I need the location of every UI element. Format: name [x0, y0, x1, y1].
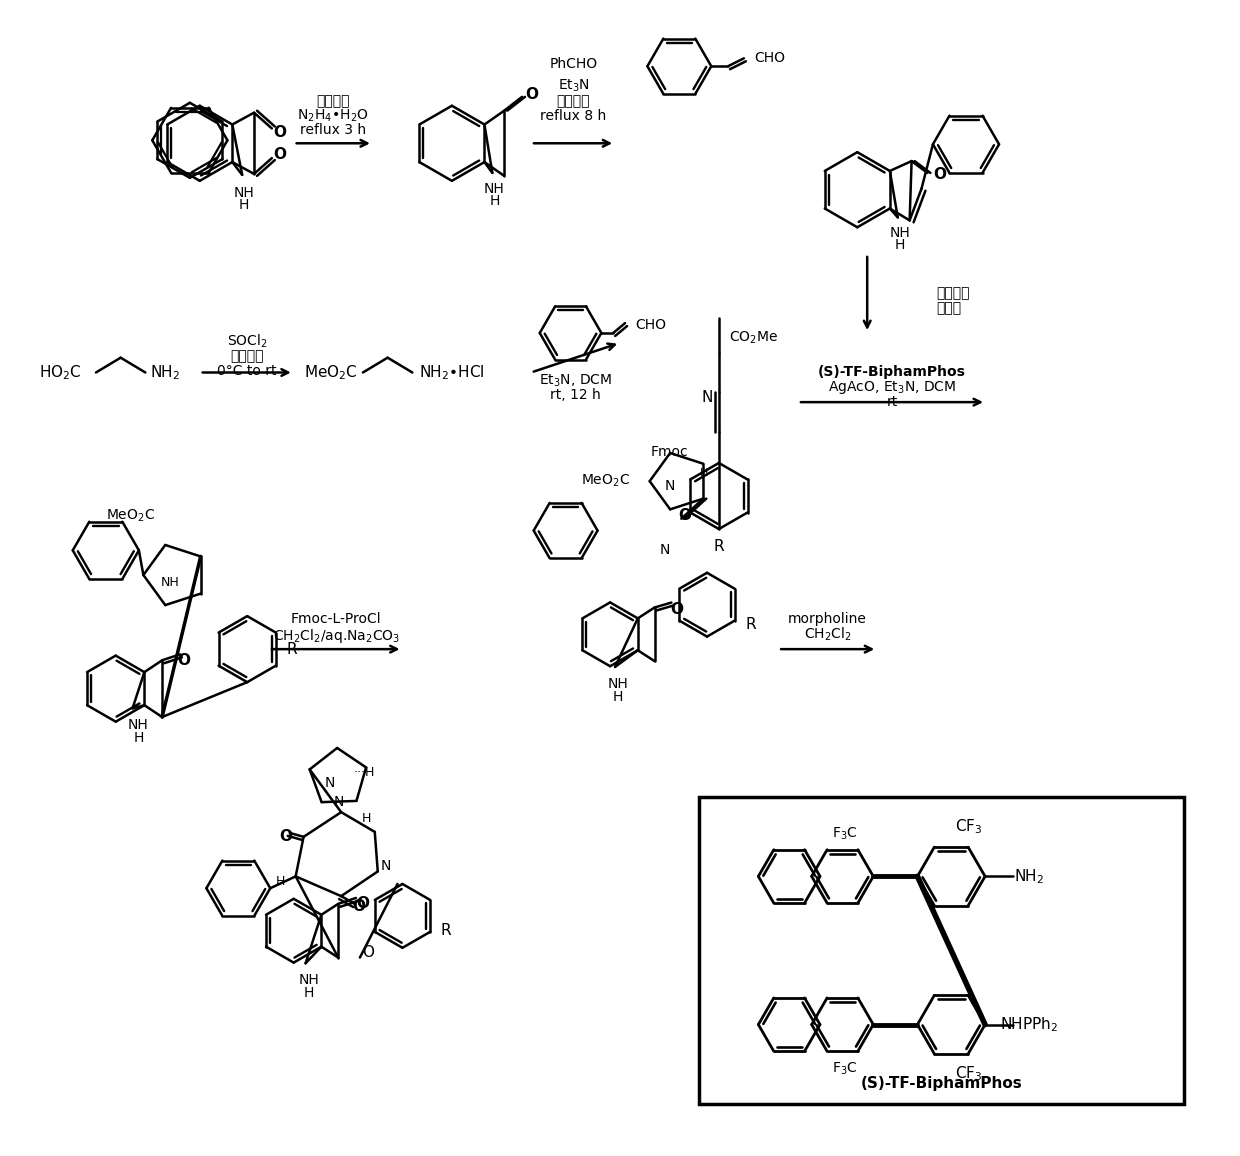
Text: AgAcO, Et$_3$N, DCM: AgAcO, Et$_3$N, DCM	[828, 379, 956, 395]
Text: H: H	[133, 731, 144, 746]
Text: H: H	[489, 193, 500, 208]
Text: MeO$_2$C: MeO$_2$C	[304, 363, 357, 381]
Text: 成加成: 成加成	[936, 302, 961, 316]
Text: CO$_2$Me: CO$_2$Me	[729, 329, 777, 346]
Text: ···H: ···H	[353, 766, 374, 779]
Text: O: O	[678, 509, 691, 524]
Text: morpholine: morpholine	[789, 613, 867, 627]
Text: N: N	[660, 543, 670, 557]
Text: MeO$_2$C: MeO$_2$C	[580, 473, 630, 489]
Text: R: R	[441, 924, 451, 939]
Text: O: O	[352, 898, 366, 913]
Text: NH: NH	[234, 186, 254, 200]
Text: NH: NH	[889, 227, 910, 240]
Text: H: H	[362, 812, 372, 824]
Text: N: N	[325, 776, 336, 790]
Text: O: O	[273, 147, 286, 162]
Text: NH: NH	[608, 676, 629, 691]
Text: NH$_2$: NH$_2$	[150, 363, 180, 381]
Text: N: N	[702, 390, 713, 405]
Text: reflux 3 h: reflux 3 h	[300, 124, 366, 138]
Text: NH: NH	[298, 973, 319, 987]
Text: Fmoc-L-ProCl: Fmoc-L-ProCl	[291, 613, 382, 627]
Text: O: O	[362, 946, 373, 961]
Text: reflux 8 h: reflux 8 h	[541, 109, 606, 123]
Text: rt: rt	[887, 395, 898, 409]
Text: NH: NH	[484, 181, 505, 195]
Text: PhCHO: PhCHO	[549, 58, 598, 72]
Text: F$_3$C: F$_3$C	[832, 1061, 858, 1077]
Text: NH$_2$: NH$_2$	[1014, 867, 1044, 885]
Text: 偶极环加: 偶极环加	[936, 287, 970, 301]
Text: SOCl$_2$: SOCl$_2$	[227, 332, 268, 349]
Text: CH$_2$Cl$_2$: CH$_2$Cl$_2$	[804, 625, 852, 643]
Text: N: N	[665, 479, 675, 494]
Text: H: H	[304, 986, 314, 1000]
Text: O: O	[526, 88, 538, 103]
Text: F$_3$C: F$_3$C	[832, 825, 858, 842]
Text: NH: NH	[161, 577, 180, 590]
Text: O: O	[932, 168, 946, 183]
Text: O: O	[356, 896, 370, 911]
Text: Fmoc: Fmoc	[651, 445, 688, 459]
Text: H: H	[277, 875, 285, 888]
Text: HO$_2$C: HO$_2$C	[38, 363, 82, 381]
Text: H: H	[239, 198, 249, 212]
Text: H: H	[613, 690, 624, 704]
Text: NHPPh$_2$: NHPPh$_2$	[1001, 1015, 1059, 1033]
Text: O: O	[279, 829, 293, 844]
Text: Et$_3$N: Et$_3$N	[558, 77, 589, 94]
Text: 无水乙醇: 无水乙醇	[316, 94, 350, 108]
Text: CHO: CHO	[635, 318, 666, 332]
Text: 0°C to rt: 0°C to rt	[217, 363, 277, 378]
Text: R: R	[286, 642, 298, 657]
Text: O: O	[177, 653, 191, 668]
Text: CF$_3$: CF$_3$	[955, 1065, 983, 1083]
Text: H: H	[699, 468, 708, 479]
Text: N$_2$H$_4$•H$_2$O: N$_2$H$_4$•H$_2$O	[298, 108, 370, 124]
Text: Et$_3$N, DCM: Et$_3$N, DCM	[539, 372, 613, 388]
Text: O: O	[670, 602, 683, 617]
Text: CH$_2$Cl$_2$/aq.Na$_2$CO$_3$: CH$_2$Cl$_2$/aq.Na$_2$CO$_3$	[273, 628, 399, 645]
Text: O: O	[273, 125, 286, 140]
Text: CHO: CHO	[754, 51, 785, 66]
Text: (S)-TF-BiphamPhos: (S)-TF-BiphamPhos	[861, 1076, 1022, 1091]
Text: MeO$_2$C: MeO$_2$C	[105, 507, 155, 524]
Text: rt, 12 h: rt, 12 h	[551, 388, 601, 402]
Text: 无水甲醇: 无水甲醇	[231, 349, 264, 363]
Text: 无水乙醇: 无水乙醇	[557, 94, 590, 108]
Text: NH: NH	[128, 718, 149, 732]
Text: N: N	[381, 860, 391, 874]
Text: N: N	[334, 795, 345, 809]
Text: (S)-TF-BiphamPhos: (S)-TF-BiphamPhos	[818, 365, 966, 379]
Text: R: R	[713, 540, 724, 555]
Text: CF$_3$: CF$_3$	[955, 817, 983, 836]
Text: R: R	[745, 617, 756, 632]
Text: NH$_2$•HCl: NH$_2$•HCl	[419, 363, 485, 381]
Text: H: H	[894, 238, 905, 252]
FancyBboxPatch shape	[699, 798, 1184, 1104]
